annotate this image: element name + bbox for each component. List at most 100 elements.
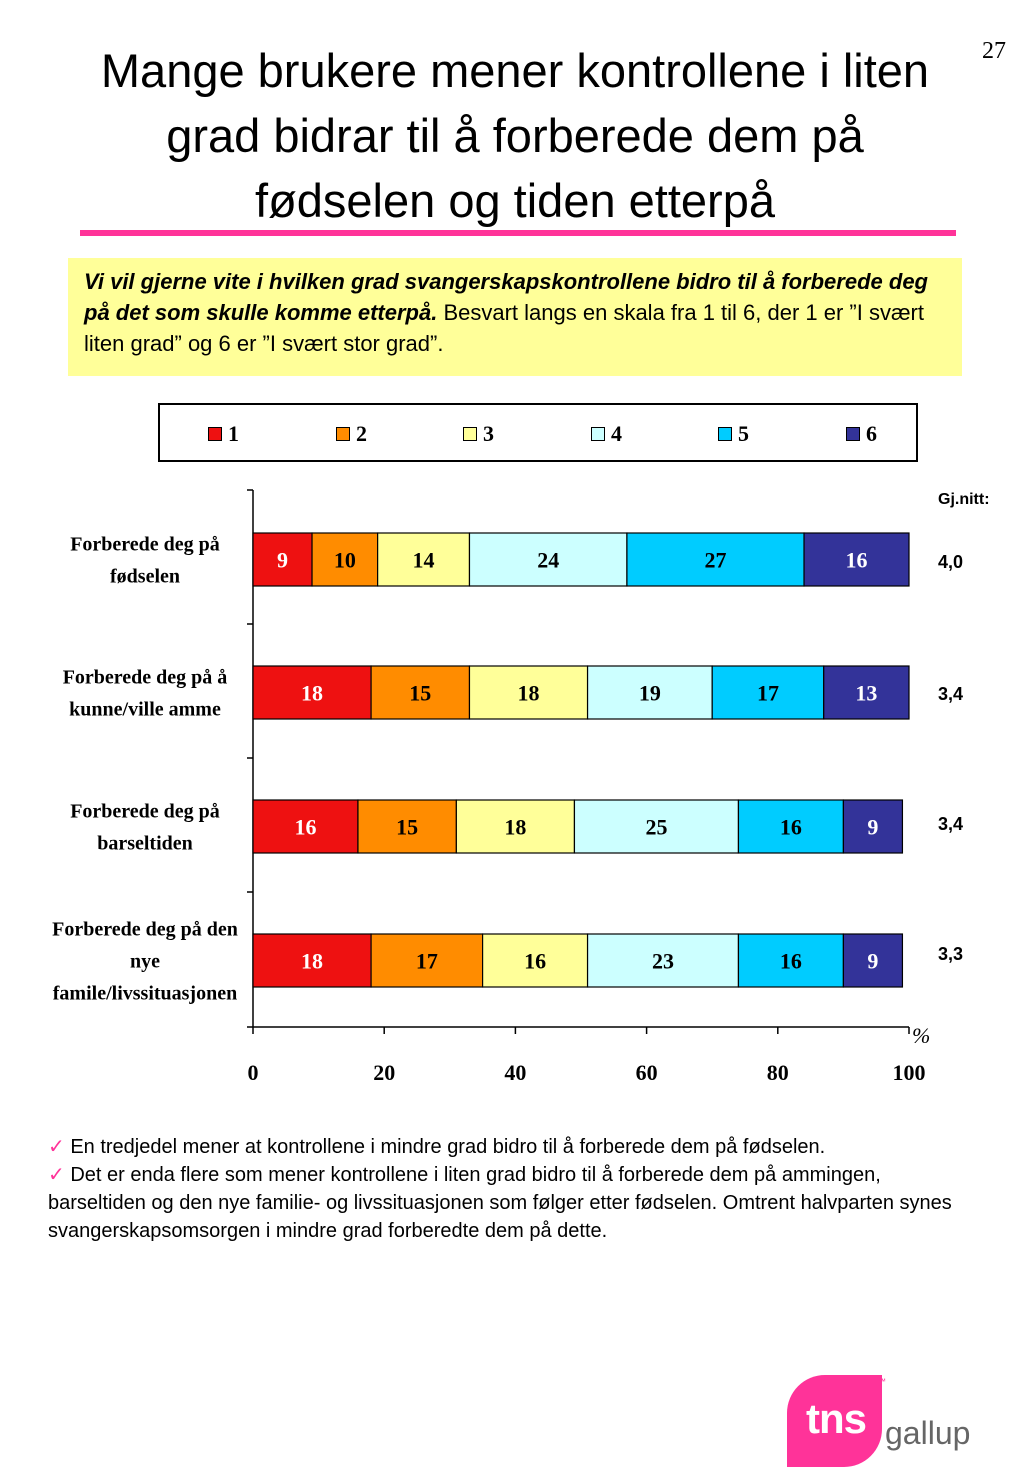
- bar-segment: [468, 532, 628, 587]
- category-label: fødselen: [110, 566, 180, 588]
- legend-label: 5: [738, 421, 749, 446]
- bar-segment: [842, 933, 904, 988]
- x-tick-label: 20: [373, 1060, 395, 1085]
- category-label: Forberede deg på den: [52, 919, 238, 941]
- legend-item: 1: [208, 421, 239, 447]
- bar-data-label: 9: [277, 548, 288, 573]
- bar-segment: [573, 799, 740, 854]
- page-title: Mange brukere mener kontrollene i liten …: [20, 38, 1010, 233]
- question-bold-text: Vi vil gjerne vite i hvilken grad svange…: [84, 269, 928, 325]
- category-label: famile/livssituasjonen: [53, 983, 237, 1005]
- finding-text: Det er enda flere som mener kontrollene …: [48, 1164, 952, 1242]
- bar-data-label: 24: [537, 548, 559, 573]
- x-tick-label: 100: [893, 1060, 926, 1085]
- category-label: barseltiden: [97, 833, 193, 855]
- bar-segment: [737, 933, 845, 988]
- x-axis-label: %: [912, 1023, 930, 1048]
- chart-legend: 1 2 3 4 5 6: [158, 403, 918, 462]
- average-value: 4,0: [938, 552, 964, 572]
- average-value: 3,4: [938, 814, 964, 834]
- bar-segment: [842, 799, 904, 854]
- bar-data-label: 18: [301, 681, 323, 706]
- bar-segment: [468, 665, 589, 720]
- bar-segment: [823, 665, 910, 720]
- bar-segment: [370, 933, 484, 988]
- bar-segment: [252, 532, 313, 587]
- average-header: Gj.nitt:: [938, 491, 990, 508]
- bar-segment: [252, 799, 359, 854]
- logo-name: gallup: [885, 1415, 971, 1451]
- bar-data-label: 14: [413, 548, 435, 573]
- bar-data-label: 16: [294, 815, 316, 840]
- check-icon: ✓: [48, 1164, 65, 1186]
- finding-item: ✓ Det er enda flere som mener kontrollen…: [48, 1161, 978, 1245]
- bar-data-label: 9: [867, 949, 878, 974]
- legend-item: 3: [463, 421, 494, 447]
- bar-segment: [586, 933, 740, 988]
- logo-trademark: ™: [878, 1377, 886, 1386]
- findings-list: ✓ En tredjedel mener at kontrollene i mi…: [48, 1133, 978, 1245]
- legend-label: 1: [228, 421, 239, 446]
- x-tick-label: 0: [248, 1060, 259, 1085]
- legend-item: 2: [336, 421, 367, 447]
- category-label: kunne/ville amme: [69, 699, 221, 721]
- legend-swatch: [846, 427, 860, 441]
- average-value: 3,4: [938, 684, 964, 704]
- legend-label: 6: [866, 421, 877, 446]
- bar-data-label: 27: [704, 548, 726, 573]
- legend-item: 4: [591, 421, 622, 447]
- bar-segment: [626, 532, 805, 587]
- bar-segment: [370, 665, 471, 720]
- bar-segment: [252, 933, 372, 988]
- x-tick-label: 40: [504, 1060, 526, 1085]
- title-line: Mange brukere mener kontrollene i liten: [100, 44, 930, 97]
- legend-label: 2: [356, 421, 367, 446]
- logo-mark: [787, 1375, 882, 1467]
- bar-data-label: 18: [518, 681, 540, 706]
- bar-segment: [737, 799, 845, 854]
- category-label: Forberede deg på å: [63, 667, 228, 689]
- bar-segment: [586, 665, 713, 720]
- bar-data-label: 13: [855, 681, 877, 706]
- bar-data-label: 18: [301, 949, 323, 974]
- legend-swatch: [463, 427, 477, 441]
- bar-data-label: 16: [780, 815, 802, 840]
- bar-data-label: 15: [396, 815, 418, 840]
- bar-data-label: 10: [334, 548, 356, 573]
- legend-swatch: [208, 427, 222, 441]
- stacked-bar-chart: 0 20 40 60 80 100% Forberede deg på fødselen For…: [52, 489, 930, 1085]
- bar-data-label: 16: [524, 949, 546, 974]
- bar-segment: [455, 799, 576, 854]
- bar-segment: [357, 799, 457, 854]
- bar-segment: [711, 665, 825, 720]
- bar-segment: [252, 665, 372, 720]
- average-value: 3,3: [938, 944, 964, 964]
- category-label: Forberede deg på: [70, 534, 220, 556]
- legend-label: 4: [611, 421, 622, 446]
- legend-swatch: [336, 427, 350, 441]
- logo-mark-text: tns: [806, 1395, 867, 1442]
- bar-data-label: 25: [645, 815, 667, 840]
- category-label: nye: [130, 951, 160, 973]
- bar-data-label: 19: [639, 681, 661, 706]
- category-label: Forberede deg på: [70, 801, 220, 823]
- question-plain-text: Besvart langs en skala fra 1 til 6, der …: [84, 300, 924, 356]
- title-line: fødselen og tiden etterpå: [255, 174, 775, 227]
- x-tick-label: 80: [767, 1060, 789, 1085]
- bar-data-label: 17: [757, 681, 779, 706]
- bar-data-label: 16: [780, 949, 802, 974]
- bar-data-label: 18: [504, 815, 526, 840]
- legend-item: 6: [846, 421, 877, 447]
- bar-data-label: 17: [416, 949, 438, 974]
- title-divider: [80, 230, 956, 236]
- x-tick-label: 60: [636, 1060, 658, 1085]
- bar-data-label: 23: [652, 949, 674, 974]
- finding-item: ✓ En tredjedel mener at kontrollene i mi…: [48, 1133, 978, 1161]
- title-line: grad bidrar til å forberede dem på: [166, 109, 864, 162]
- bar-segment: [803, 532, 910, 587]
- bar-data-label: 15: [409, 681, 431, 706]
- bar-segment: [377, 532, 471, 587]
- bar-data-label: 16: [846, 548, 868, 573]
- legend-swatch: [591, 427, 605, 441]
- page-number: 27: [982, 38, 1006, 64]
